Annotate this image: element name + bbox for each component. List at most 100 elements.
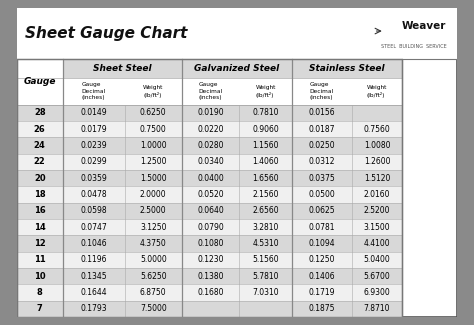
Text: 5.7810: 5.7810 [252,272,279,280]
Text: 14: 14 [34,223,46,232]
Bar [17,268,402,284]
Text: 1.0080: 1.0080 [364,141,390,150]
Text: 0.0312: 0.0312 [309,157,335,166]
Text: 5.0000: 5.0000 [140,255,167,264]
Text: 0.0625: 0.0625 [309,206,335,215]
Text: Gauge
Decimal
(inches): Gauge Decimal (inches) [82,82,106,100]
Text: 16: 16 [34,206,46,215]
Bar [17,105,402,121]
Text: 0.0500: 0.0500 [309,190,335,199]
Text: 4.4100: 4.4100 [364,239,390,248]
Text: 0.1230: 0.1230 [197,255,224,264]
Text: 1.1560: 1.1560 [252,141,279,150]
Text: 1.5000: 1.5000 [140,174,166,183]
Text: 0.0375: 0.0375 [309,174,335,183]
Text: 8: 8 [37,288,43,297]
Text: 18: 18 [34,190,46,199]
Bar [17,284,402,301]
Text: 0.0239: 0.0239 [81,141,107,150]
Text: Sheet Gauge Chart: Sheet Gauge Chart [25,26,187,41]
Text: 20: 20 [34,174,46,183]
Bar [17,186,402,202]
Text: 0.0179: 0.0179 [81,125,107,134]
Text: 7.8710: 7.8710 [364,304,390,313]
Text: 0.7500: 0.7500 [140,125,167,134]
Bar [17,235,402,252]
Text: 1.2600: 1.2600 [364,157,390,166]
Text: 0.0149: 0.0149 [81,108,107,117]
Text: 0.1793: 0.1793 [81,304,107,313]
Text: 0.0747: 0.0747 [81,223,107,232]
Text: Stainless Steel: Stainless Steel [310,64,385,73]
Text: 0.1345: 0.1345 [81,272,107,280]
Bar [17,219,402,235]
Text: 0.1644: 0.1644 [81,288,107,297]
Bar [17,8,457,59]
Text: 0.6250: 0.6250 [140,108,166,117]
Text: 5.6700: 5.6700 [364,272,390,280]
Text: Gauge
Decimal
(inches): Gauge Decimal (inches) [199,82,223,100]
Text: 0.1080: 0.1080 [197,239,224,248]
Text: 6.8750: 6.8750 [140,288,166,297]
Text: 0.1196: 0.1196 [81,255,107,264]
Bar [292,59,402,78]
Text: 0.7560: 0.7560 [364,125,390,134]
Text: 0.9060: 0.9060 [252,125,279,134]
Text: 0.0790: 0.0790 [197,223,224,232]
Text: 0.0359: 0.0359 [81,174,107,183]
Text: 1.6560: 1.6560 [252,174,279,183]
Bar [17,137,402,154]
Text: Galvanized Steel: Galvanized Steel [194,64,280,73]
Text: 2.0000: 2.0000 [140,190,166,199]
Text: 10: 10 [34,272,46,280]
Text: Weight
(lb/ft²): Weight (lb/ft²) [255,85,276,98]
Text: 3.1500: 3.1500 [364,223,390,232]
Text: 0.0156: 0.0156 [309,108,335,117]
Text: 0.0220: 0.0220 [197,125,224,134]
Text: 6.9300: 6.9300 [364,288,390,297]
Text: Weight
(lb/ft²): Weight (lb/ft²) [367,85,387,98]
Text: 3.2810: 3.2810 [253,223,279,232]
Text: 7.5000: 7.5000 [140,304,167,313]
Text: 0.0781: 0.0781 [309,223,335,232]
Text: 0.1875: 0.1875 [309,304,335,313]
Text: 1.0000: 1.0000 [140,141,166,150]
Text: 0.0478: 0.0478 [81,190,107,199]
Bar [17,301,402,317]
Text: 4.3750: 4.3750 [140,239,167,248]
Bar [17,121,402,137]
Text: 28: 28 [34,108,46,117]
Text: 5.0400: 5.0400 [364,255,390,264]
Text: 0.0299: 0.0299 [81,157,107,166]
Bar [17,59,402,317]
Text: 0.1680: 0.1680 [197,288,224,297]
Text: 0.0598: 0.0598 [81,206,107,215]
Text: 1.2500: 1.2500 [140,157,166,166]
Text: 0.1406: 0.1406 [309,272,335,280]
Text: 5.1560: 5.1560 [252,255,279,264]
Bar [17,154,402,170]
Text: Gauge
Decimal
(inches): Gauge Decimal (inches) [310,82,334,100]
Text: Sheet Steel: Sheet Steel [93,64,152,73]
Text: 26: 26 [34,125,46,134]
Text: 0.1250: 0.1250 [309,255,335,264]
Text: 0.1380: 0.1380 [197,272,224,280]
Bar [17,202,402,219]
Text: 0.0400: 0.0400 [197,174,224,183]
Text: Weaver: Weaver [402,21,447,31]
Text: 2.5200: 2.5200 [364,206,390,215]
Text: 1.4060: 1.4060 [252,157,279,166]
Bar [182,59,292,78]
Text: 11: 11 [34,255,46,264]
Text: 0.1094: 0.1094 [309,239,335,248]
Text: 22: 22 [34,157,46,166]
Text: STEEL  BUILDING  SERVICE: STEEL BUILDING SERVICE [381,44,447,49]
Text: 0.0520: 0.0520 [197,190,224,199]
Bar [17,170,402,186]
Text: 4.5310: 4.5310 [252,239,279,248]
Text: 2.5000: 2.5000 [140,206,166,215]
Text: 0.0187: 0.0187 [309,125,335,134]
Text: 24: 24 [34,141,46,150]
Text: 0.0340: 0.0340 [197,157,224,166]
Text: 2.1560: 2.1560 [252,190,279,199]
